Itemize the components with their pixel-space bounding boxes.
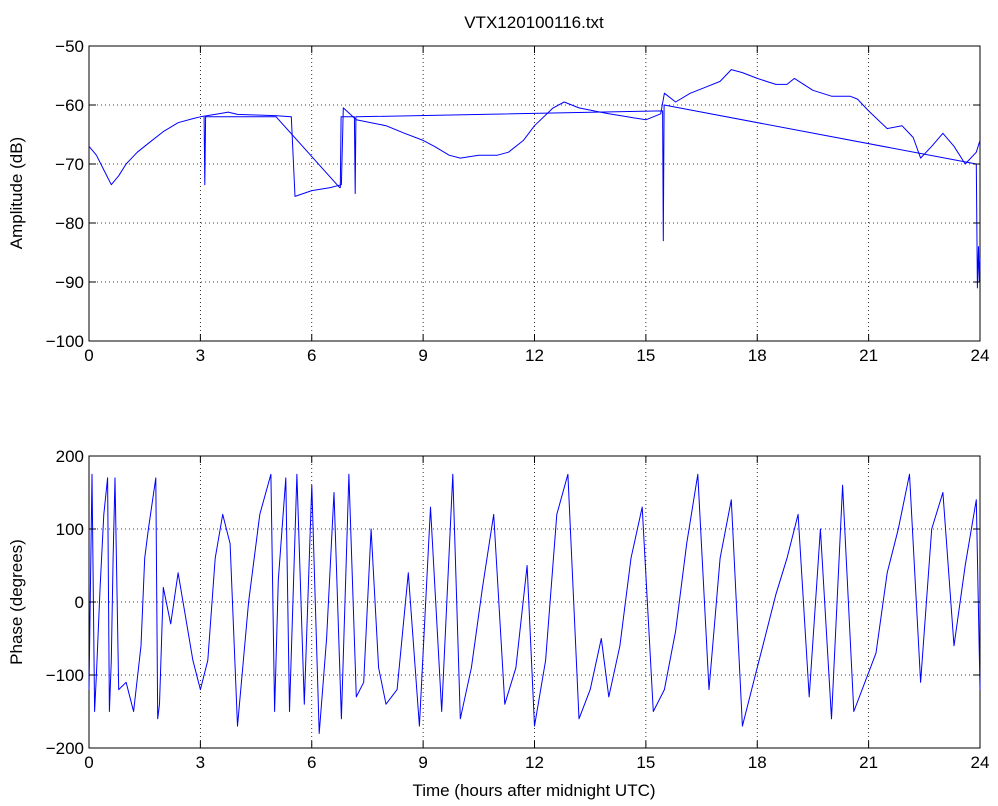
amplitude-series-line-0	[88, 69, 981, 197]
amplitude-y-tick-label: −50	[55, 37, 84, 56]
amplitude-panel: VTX120100116.txt 0 3 6 9 12 15 18 21 24 −100 −90 −8…	[7, 13, 989, 365]
phase-y-axis-label: Phase (degrees)	[7, 539, 26, 665]
amplitude-x-tick-label: 18	[748, 346, 767, 365]
amplitude-y-tick-label: −100	[46, 332, 84, 351]
amplitude-x-tick-label: 24	[971, 346, 990, 365]
amplitude-y-tick-label: −60	[55, 96, 84, 115]
amplitude-y-tick-label: −90	[55, 273, 84, 292]
amplitude-x-tick-label: 0	[84, 346, 93, 365]
phase-x-tick-label: 12	[525, 753, 544, 772]
amplitude-x-tick-label: 15	[636, 346, 655, 365]
phase-x-tick-label: 3	[196, 753, 205, 772]
amplitude-x-tick-label: 9	[418, 346, 427, 365]
amplitude-plot-area	[88, 45, 981, 342]
phase-y-tick-label: −100	[46, 666, 84, 685]
phase-y-tick-label: 200	[56, 447, 84, 466]
amplitude-y-tick-label: −80	[55, 214, 84, 233]
phase-x-tick-label: 15	[636, 753, 655, 772]
amplitude-grid	[89, 46, 980, 341]
phase-x-tick-label: 6	[307, 753, 316, 772]
phase-y-tick-label: −200	[46, 739, 84, 758]
amplitude-x-tick-label: 3	[196, 346, 205, 365]
amplitude-y-tick-label: −70	[55, 155, 84, 174]
amplitude-x-tick-label: 6	[307, 346, 316, 365]
phase-grid	[89, 456, 980, 748]
phase-x-tick-label: 9	[418, 753, 427, 772]
phase-x-axis-label: Time (hours after midnight UTC)	[412, 781, 655, 800]
phase-panel: 0 3 6 9 12 15 18 21 24 −200 −100 0 100 200 Phase (deg…	[7, 447, 989, 800]
amplitude-y-axis-label: Amplitude (dB)	[7, 137, 26, 249]
amplitude-x-tick-label: 12	[525, 346, 544, 365]
amplitude-ticks: 0 3 6 9 12 15 18 21 24 −100 −90 −80 −70 −60 −50	[46, 37, 990, 365]
phase-y-tick-label: 0	[75, 593, 84, 612]
chart-title: VTX120100116.txt	[464, 13, 604, 32]
amplitude-series	[88, 69, 981, 289]
phase-x-tick-label: 18	[748, 753, 767, 772]
phase-y-tick-label: 100	[56, 520, 84, 539]
phase-series-line-0	[88, 473, 981, 734]
amplitude-x-tick-label: 21	[859, 346, 878, 365]
phase-x-tick-label: 0	[84, 753, 93, 772]
phase-ticks: 0 3 6 9 12 15 18 21 24 −200 −100 0 100 200	[46, 447, 990, 772]
phase-series	[88, 473, 981, 734]
phase-x-tick-label: 21	[859, 753, 878, 772]
amplitude-series-line-1	[203, 104, 981, 289]
phase-x-tick-label: 24	[971, 753, 990, 772]
